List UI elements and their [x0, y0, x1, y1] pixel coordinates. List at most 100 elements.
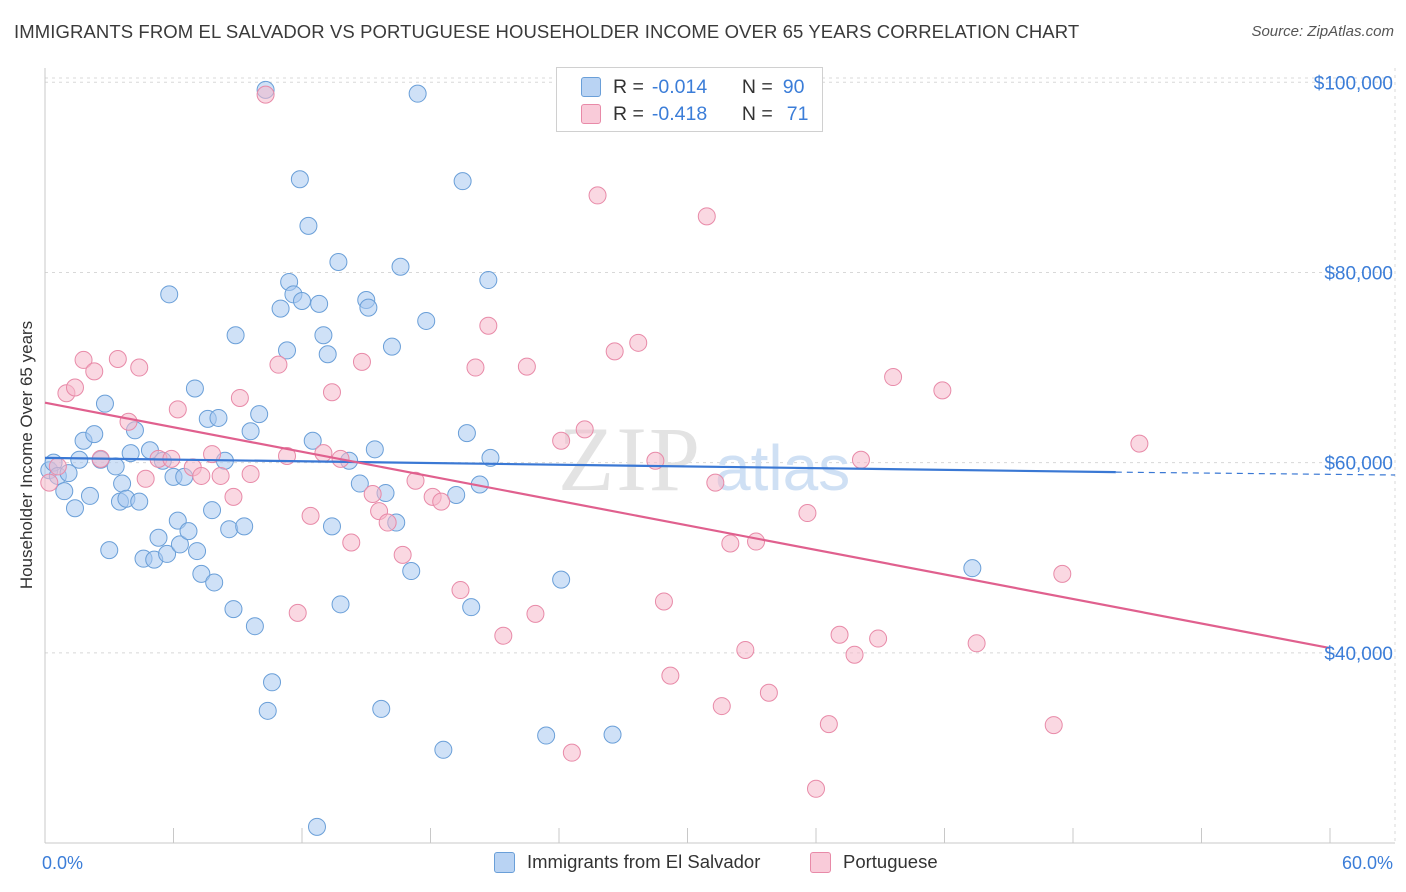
portuguese-point — [747, 532, 766, 551]
el-salvador-point — [250, 405, 269, 424]
portuguese-point — [40, 473, 59, 492]
el-salvador-point — [322, 517, 341, 536]
portuguese-point — [819, 715, 838, 734]
el-salvador-point — [209, 408, 228, 427]
legend-r-label: R = — [613, 75, 644, 98]
correlation-legend: R = -0.014 N = 90 R = -0.418 N = 71 — [556, 67, 823, 132]
portuguese-point — [241, 465, 260, 484]
legend-n-label: N = — [741, 75, 773, 98]
trend-lines — [44, 401, 1396, 650]
portuguese-point — [562, 743, 581, 762]
series-legend: Immigrants from El Salvador Portuguese — [0, 851, 1406, 877]
el-salvador-point — [106, 457, 125, 476]
el-salvador-point — [331, 595, 350, 614]
el-salvador-point — [457, 424, 476, 443]
portuguese-point — [363, 485, 382, 504]
el-salvador-point — [372, 699, 391, 718]
portuguese-point — [432, 492, 451, 511]
series-legend-swatch-portuguese — [810, 851, 831, 873]
el-salvador-point — [80, 486, 99, 505]
portuguese-point — [130, 358, 149, 377]
el-salvador-point — [382, 337, 401, 356]
el-salvador-point — [100, 541, 119, 560]
el-salvador-point — [434, 740, 453, 759]
el-salvador-point — [359, 298, 378, 317]
el-salvador-point — [185, 379, 204, 398]
el-salvador-point — [447, 485, 466, 504]
el-salvador-point — [278, 341, 297, 360]
portuguese-point — [884, 368, 903, 387]
series-legend-label-portuguese: Portuguese — [843, 851, 938, 872]
el-salvador-point — [481, 448, 500, 467]
el-salvador-trend-line — [44, 456, 1116, 474]
portuguese-point — [119, 412, 138, 431]
el-salvador-point — [537, 726, 556, 745]
el-salvador-point — [350, 474, 369, 493]
series-legend-label-el-salvador: Immigrants from El Salvador — [527, 851, 761, 872]
el-salvador-point — [402, 562, 421, 581]
portuguese-point — [466, 358, 485, 377]
y-axis-label: Householder Income Over 65 years — [17, 321, 36, 589]
x-tick-label: 0.0% — [42, 853, 83, 873]
portuguese-point — [933, 381, 952, 400]
el-salvador-point — [963, 559, 982, 578]
portuguese-point — [654, 592, 673, 611]
el-salvador-point — [303, 431, 322, 450]
portuguese-point — [552, 431, 571, 450]
portuguese-point — [48, 457, 67, 476]
portuguese-point — [798, 504, 817, 523]
portuguese-point — [301, 506, 320, 525]
portuguese-point — [967, 634, 986, 653]
portuguese-point — [807, 779, 825, 798]
el-salvador-point — [130, 492, 149, 511]
el-salvador-point — [188, 542, 207, 561]
legend-r-value: -0.418 — [651, 102, 708, 125]
legend-row-portuguese: R = -0.418 N = 71 — [581, 102, 808, 126]
portuguese-point — [288, 603, 307, 622]
portuguese-point — [108, 349, 127, 368]
series-legend-swatch-el-salvador — [494, 851, 515, 873]
portuguese-point — [697, 207, 716, 226]
el-salvador-point — [293, 291, 311, 310]
el-salvador-point — [603, 725, 622, 744]
portuguese-point — [605, 342, 624, 361]
portuguese-point — [494, 626, 513, 645]
el-salvador-point — [205, 573, 224, 592]
el-salvador-point — [192, 564, 211, 583]
portuguese-point — [721, 534, 740, 553]
portuguese-point — [851, 450, 870, 469]
y-tick-label: $40,000 — [1324, 644, 1393, 665]
portuguese-point — [192, 466, 211, 485]
portuguese-point — [378, 513, 397, 532]
portuguese-point — [712, 697, 731, 716]
portuguese-point — [759, 683, 778, 702]
portuguese-point — [451, 581, 470, 600]
el-salvador-point — [391, 257, 410, 276]
portuguese-point — [736, 640, 755, 659]
legend-swatch-portuguese — [581, 104, 601, 124]
portuguese-point — [211, 466, 230, 485]
el-salvador-point — [318, 345, 337, 364]
portuguese-point — [85, 362, 104, 381]
el-salvador-point — [235, 517, 254, 536]
el-salvador-point — [310, 294, 329, 313]
el-salvador-point — [314, 326, 333, 345]
source-credit: Source: ZipAtlas.com — [1251, 23, 1394, 40]
y-tick-label: $100,000 — [1314, 73, 1393, 94]
portuguese-point — [168, 400, 187, 419]
el-salvador-point — [479, 271, 498, 290]
el-salvador-trend-extension — [1115, 471, 1396, 476]
el-salvador-point — [299, 216, 318, 235]
el-salvador-point — [70, 450, 89, 469]
portuguese-point — [352, 352, 371, 371]
portuguese-point — [526, 604, 545, 623]
el-salvador-point — [453, 172, 472, 191]
el-salvador-point — [241, 422, 260, 441]
portuguese-point — [74, 350, 93, 369]
portuguese-point — [269, 355, 288, 374]
el-salvador-point — [220, 520, 239, 539]
el-salvador-point — [121, 444, 140, 463]
el-salvador-point — [160, 285, 179, 304]
el-salvador-point — [55, 482, 74, 501]
